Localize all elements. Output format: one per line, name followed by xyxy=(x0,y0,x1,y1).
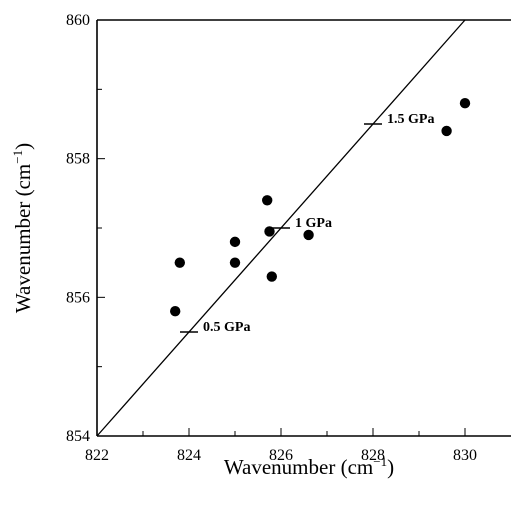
y-tick-label: 860 xyxy=(66,12,90,29)
annotations: 0.5 GPa 1 GPa 1.5 GPa xyxy=(180,112,434,335)
y-axis-title-sup: −1 xyxy=(10,150,25,164)
data-point xyxy=(229,257,241,268)
x-axis-title-sup: −1 xyxy=(373,454,387,469)
data-point xyxy=(459,98,471,109)
data-point xyxy=(174,257,185,268)
data-point xyxy=(229,236,241,248)
x-axis-title: Wavenumber (cm−1) xyxy=(224,454,394,479)
pressure-label: 0.5 GPa xyxy=(203,320,250,335)
data-point xyxy=(441,125,452,137)
ticks: 822 824 826 828 830 854 856 858 860 xyxy=(66,12,477,464)
y-tick-label: 858 xyxy=(66,151,90,168)
data-point xyxy=(262,195,273,206)
data-point xyxy=(266,271,277,282)
x-tick-label: 824 xyxy=(177,447,201,464)
data-point xyxy=(303,229,314,241)
data-point xyxy=(264,226,275,237)
x-tick-label: 830 xyxy=(453,447,477,464)
x-tick-label: 822 xyxy=(85,447,109,464)
y-tick-label: 854 xyxy=(66,428,90,445)
x-axis-title-main: Wavenumber (cm xyxy=(224,455,373,479)
x-tick-label: 828 xyxy=(361,447,385,464)
y-axis-title: Wavenumber (cm−1) xyxy=(10,143,35,313)
y-tick-label: 856 xyxy=(66,289,90,306)
pressure-label: 1.5 GPa xyxy=(387,112,434,127)
data-point xyxy=(170,306,181,317)
y-axis-title-end: ) xyxy=(11,143,35,150)
data-points xyxy=(170,98,471,317)
x-tick-label: 826 xyxy=(269,447,293,464)
x-axis-title-end: ) xyxy=(387,455,394,479)
y-axis-title-main: Wavenumber (cm xyxy=(11,164,35,313)
pressure-label: 1 GPa xyxy=(295,216,332,231)
